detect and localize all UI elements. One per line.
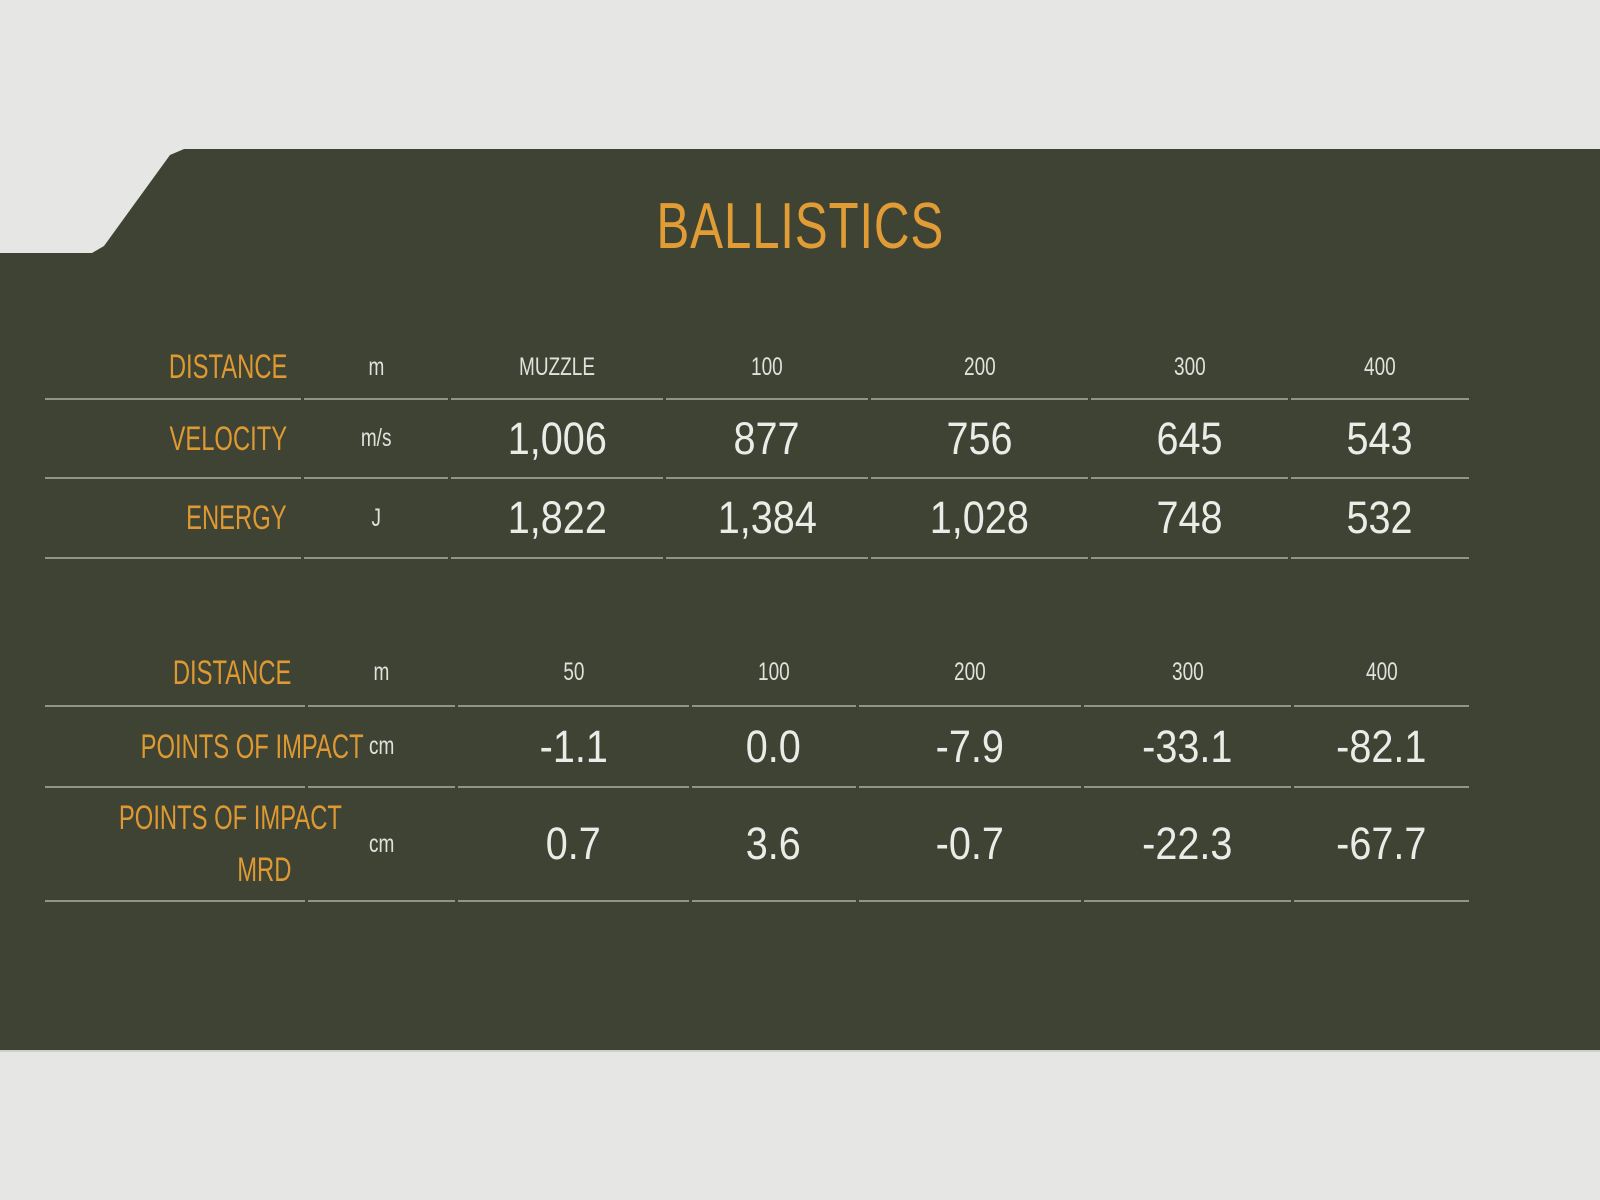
unit-cell: m/s	[304, 400, 448, 479]
value-cell: -33.1	[1084, 707, 1291, 788]
row-label: DISTANCE	[168, 348, 287, 386]
energy-label-cell: ENERGY	[45, 479, 301, 559]
value-cell: 1,822	[451, 479, 663, 559]
ballistics-panel	[0, 149, 1600, 1050]
row-label: DISTANCE	[172, 653, 292, 692]
header-cell: 300	[1084, 640, 1291, 707]
value-cell: -22.3	[1084, 788, 1291, 902]
points-of-impact-label-cell: POINTS OF IMPACT	[45, 707, 364, 788]
value-cell: 748	[1091, 479, 1288, 559]
energy-row: ENERGY J 1,822 1,384 1,028 748 532	[45, 479, 1469, 559]
table2-header-row: DISTANCE m 50 100 200 300 400	[45, 640, 1469, 707]
header-cell: 200	[871, 336, 1088, 400]
header-cell: 100	[691, 640, 856, 707]
ballistics-table-velocity-energy: DISTANCE m MUZZLE 100 200 300 400 VELOCI…	[42, 336, 1472, 559]
points-of-impact-row: POINTS OF IMPACT cm -1.1 0.0 -7.9 -33.1 …	[45, 707, 1469, 788]
row-label: VELOCITY	[169, 419, 287, 458]
value-cell: 1,006	[451, 400, 663, 479]
value-cell: 877	[666, 400, 868, 479]
value-cell: 543	[1291, 400, 1469, 479]
page-title-text: BALLISTICS	[656, 189, 944, 262]
row-label: POINTS OF IMPACT	[140, 727, 364, 766]
unit-cell: J	[304, 479, 448, 559]
ballistics-table-points-of-impact: DISTANCE m 50 100 200 300 400 POINTS OF …	[42, 640, 1472, 902]
header-cell: MUZZLE	[451, 336, 663, 400]
header-cell: 400	[1291, 336, 1469, 400]
velocity-label-cell: VELOCITY	[45, 400, 301, 479]
unit-cell: cm	[308, 788, 455, 902]
value-cell: 0.7	[457, 788, 689, 902]
header-cell: 400	[1293, 640, 1469, 707]
value-cell: -1.1	[457, 707, 689, 788]
value-cell: 0.0	[691, 707, 856, 788]
value-cell: 1,384	[666, 479, 868, 559]
points-of-impact-mrd-row: POINTS OF IMPACT MRD cm 0.7 3.6 -0.7 -22…	[45, 788, 1469, 902]
table2-header-label-cell: DISTANCE	[45, 640, 306, 707]
value-cell: 1,028	[871, 479, 1088, 559]
header-cell: 200	[858, 640, 1082, 707]
page-title: BALLISTICS	[0, 190, 1600, 262]
value-cell: 532	[1291, 479, 1469, 559]
value-cell: 3.6	[691, 788, 856, 902]
unit-cell: cm	[308, 707, 455, 788]
row-label: POINTS OF IMPACT	[118, 799, 342, 837]
unit-cell: m	[304, 336, 448, 400]
header-cell: 300	[1091, 336, 1288, 400]
row-label-line2: MRD	[237, 851, 292, 889]
value-cell: -7.9	[858, 707, 1082, 788]
table1-header-label-cell: DISTANCE	[45, 336, 301, 400]
header-cell: 50	[457, 640, 689, 707]
panel-bottom-edge	[0, 1050, 1600, 1052]
unit-cell: m	[308, 640, 455, 707]
value-cell: 645	[1091, 400, 1288, 479]
header-cell: 100	[666, 336, 868, 400]
value-cell: 756	[871, 400, 1088, 479]
velocity-row: VELOCITY m/s 1,006 877 756 645 543	[45, 400, 1469, 479]
value-cell: -0.7	[858, 788, 1082, 902]
value-cell: -67.7	[1293, 788, 1469, 902]
value-cell: -82.1	[1293, 707, 1469, 788]
table1-header-row: DISTANCE m MUZZLE 100 200 300 400	[45, 336, 1469, 400]
row-label: ENERGY	[186, 499, 287, 537]
points-of-impact-mrd-label-cell: POINTS OF IMPACT MRD	[45, 788, 342, 902]
